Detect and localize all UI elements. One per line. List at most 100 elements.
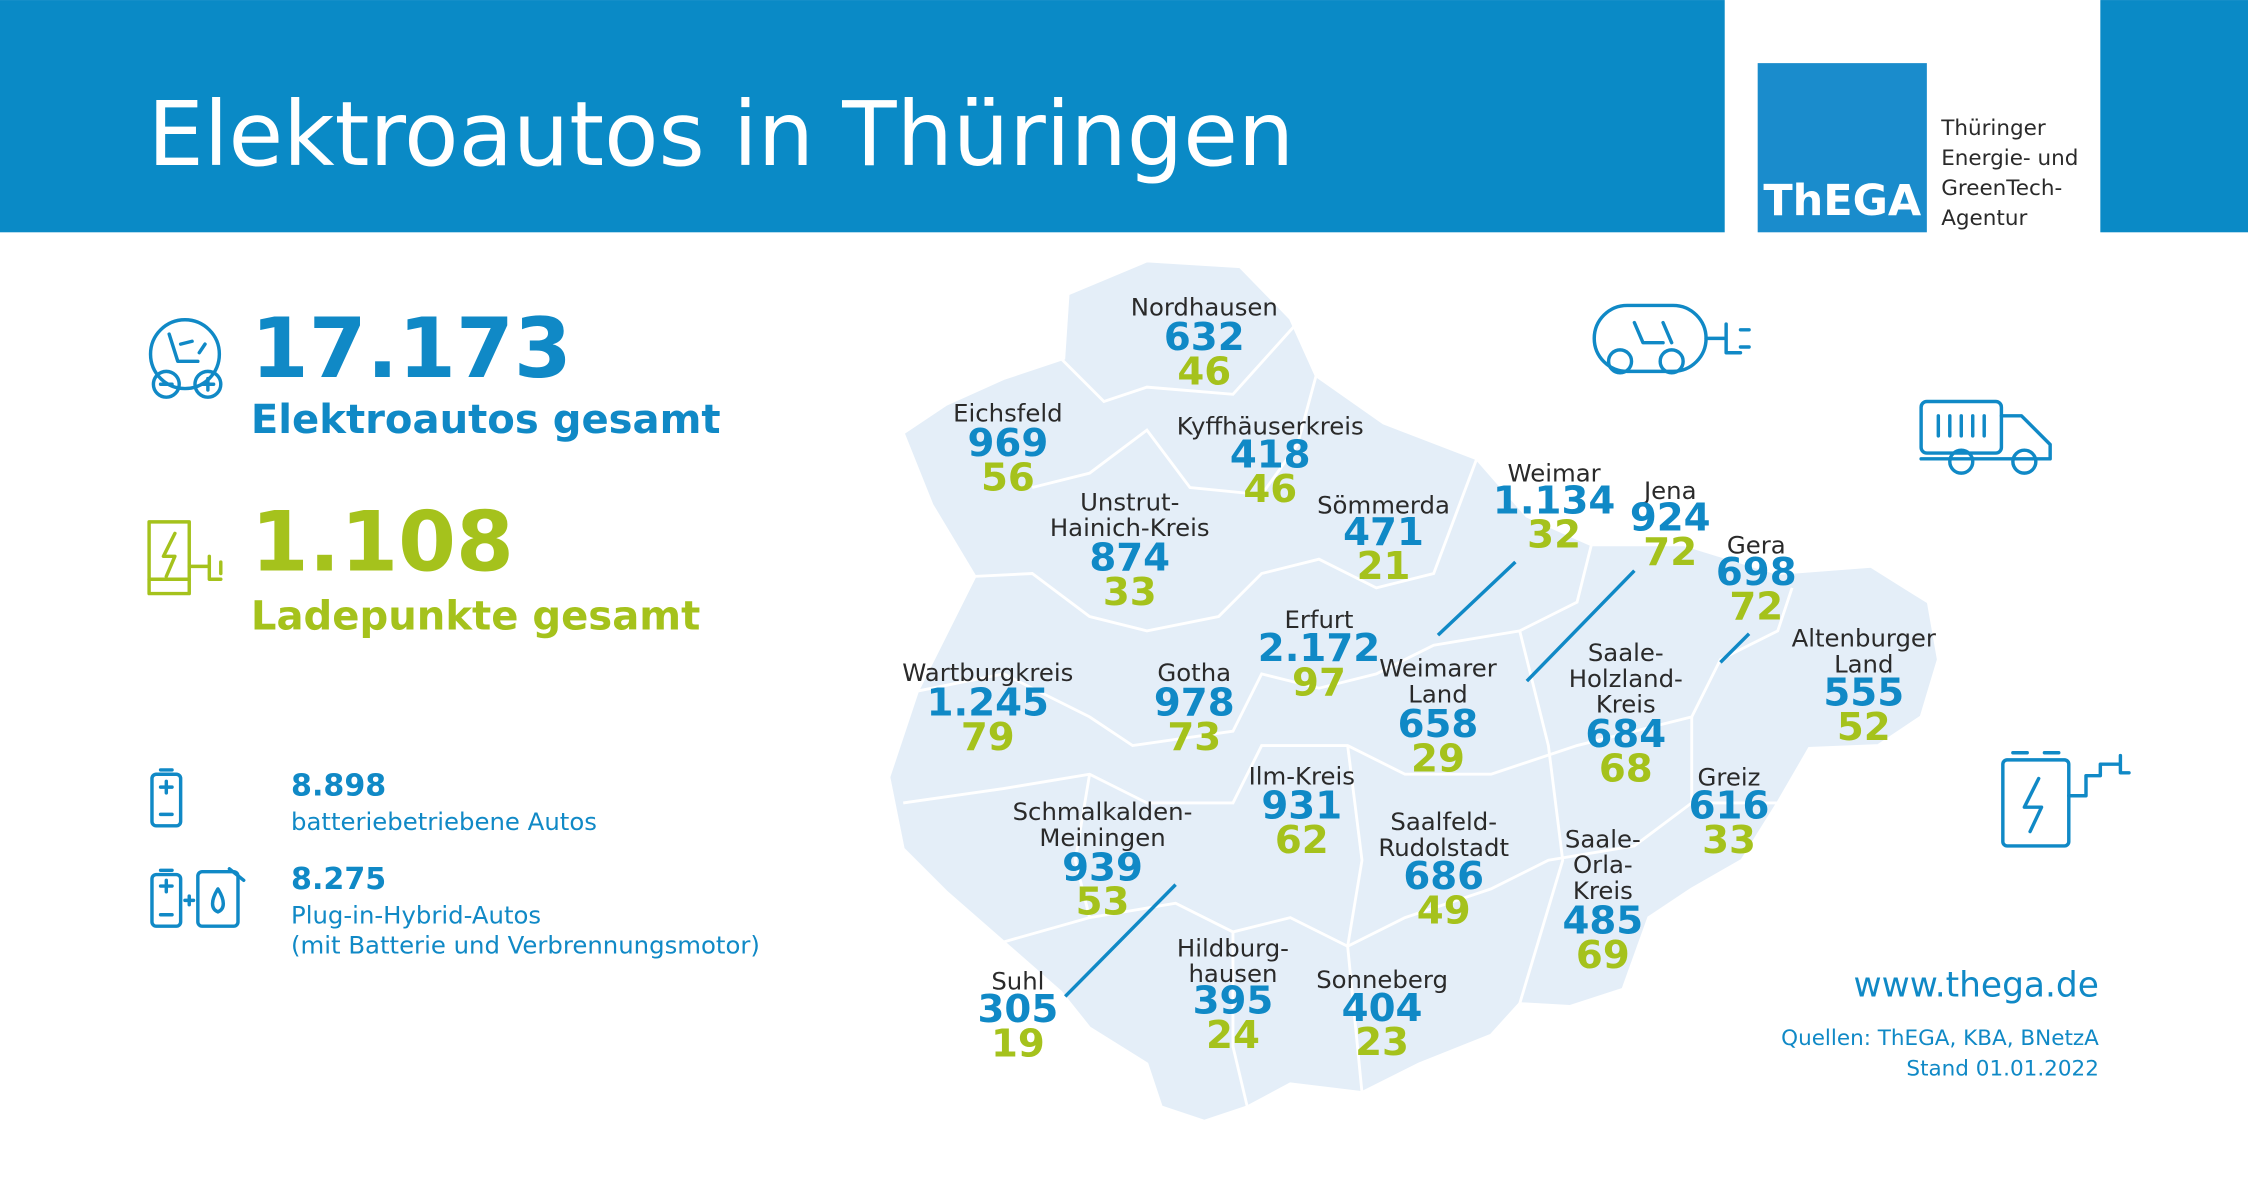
district-name: Altenburger <box>1792 624 1937 653</box>
website: www.thega.de <box>1853 965 2098 1005</box>
district-cars: 616 <box>1689 784 1770 829</box>
district-charging: 72 <box>1729 584 1783 629</box>
district-name: Erfurt <box>1284 605 1353 634</box>
district-charging: 33 <box>1103 570 1157 615</box>
agency-line: Energie- und <box>1941 146 2078 171</box>
ev-icon <box>1592 303 1751 375</box>
district-charging: 46 <box>1243 467 1297 512</box>
district-cars: 686 <box>1403 854 1484 899</box>
leader-line <box>1719 632 1751 664</box>
district-name: Jena <box>1642 476 1697 505</box>
district-charging: 53 <box>1076 880 1130 925</box>
district-name: Kreis <box>1596 690 1656 719</box>
district-name: Saalfeld- <box>1390 807 1497 836</box>
district-name: Suhl <box>991 966 1044 995</box>
battery-icon <box>150 768 183 828</box>
breakdown: 8.898 batteriebetriebene Autos 8.275 Plug-i… <box>291 769 760 960</box>
district-charging: 49 <box>1417 888 1471 933</box>
district-cars: 939 <box>1062 845 1143 890</box>
district-charging: 68 <box>1599 746 1653 791</box>
district-charging: 97 <box>1292 660 1346 705</box>
district-cars: 632 <box>1164 315 1245 360</box>
district-name: Saale- <box>1588 638 1664 667</box>
district-name: Kreis <box>1573 876 1633 905</box>
breakdown-label: (mit Batterie und Verbrennungsmotor) <box>291 930 760 959</box>
district-name: Greiz <box>1698 763 1761 792</box>
district-charging: 79 <box>961 715 1015 760</box>
header-band <box>0 0 1725 233</box>
district-charging: 33 <box>1702 818 1756 863</box>
district-name: Schmalkalden- <box>1013 797 1193 826</box>
district-charging: 46 <box>1177 349 1231 394</box>
district-cars: 404 <box>1342 986 1423 1031</box>
charger-icon <box>147 520 223 596</box>
district-name: Eichsfeld <box>953 399 1062 428</box>
cars-total-label: Elektroautos gesamt <box>251 397 721 443</box>
district-charging: 21 <box>1357 544 1411 589</box>
district-name: Saale- <box>1565 824 1641 853</box>
district-name: Weimarer <box>1379 654 1498 683</box>
district-cars: 555 <box>1823 670 1904 715</box>
district-cars: 1.134 <box>1493 478 1615 523</box>
charging-station-icon <box>2001 751 2131 848</box>
district-cars: 874 <box>1089 536 1170 581</box>
district-charging: 73 <box>1167 715 1221 760</box>
district-name: Land <box>1408 680 1467 709</box>
district-name: Wartburgkreis <box>902 658 1073 687</box>
district-charging: 29 <box>1411 736 1465 781</box>
district-name: Hainich-Kreis <box>1050 513 1210 542</box>
district-name: Land <box>1834 649 1893 678</box>
logo-text: ThEGA <box>1763 176 1922 226</box>
district-cars: 395 <box>1193 979 1274 1024</box>
district-name: Hildburg- <box>1177 933 1289 962</box>
truck-icon <box>1919 399 2052 475</box>
district-cars: 418 <box>1230 432 1311 477</box>
district-charging: 56 <box>981 455 1035 500</box>
charging-total-label: Ladepunkte gesamt <box>251 593 700 639</box>
district-cars: 1.245 <box>927 680 1049 725</box>
district-name: Kyffhäuserkreis <box>1177 411 1364 440</box>
charging-total: 1.108 <box>251 494 514 591</box>
district-name: Meiningen <box>1039 823 1165 852</box>
district-charging: 23 <box>1355 1020 1409 1065</box>
district-cars: 698 <box>1716 550 1797 595</box>
district-name: Sömmerda <box>1317 490 1450 519</box>
district-name: Orla- <box>1573 850 1633 879</box>
district-name: hausen <box>1188 959 1277 988</box>
district-charging: 24 <box>1206 1013 1260 1058</box>
district-cars: 485 <box>1562 898 1643 943</box>
logo-box <box>1757 63 1927 233</box>
district-charging: 52 <box>1837 705 1891 750</box>
agency-line: Agentur <box>1941 206 2027 231</box>
breakdown-label: Plug-in-Hybrid-Autos <box>291 900 541 929</box>
district-labels: Nordhausen63246Eichsfeld96956Kyffhäuserk… <box>902 292 1937 1066</box>
leader-line <box>1525 569 1636 683</box>
district-name: Gera <box>1727 530 1786 559</box>
agency-name: Thüringer Energie- und GreenTech- Agentur <box>1940 116 2078 231</box>
district-name: Rudolstadt <box>1378 833 1509 862</box>
district-charging: 69 <box>1576 933 1630 978</box>
cars-total: 17.173 <box>251 300 572 397</box>
leader-line <box>1063 883 1177 998</box>
header-band-right <box>2100 0 2248 233</box>
district-charging: 19 <box>991 1022 1045 1067</box>
district-borders <box>903 321 1794 1108</box>
district-name: Weimar <box>1508 459 1602 488</box>
district-name: Unstrut- <box>1080 487 1179 516</box>
sources: Quellen: ThEGA, KBA, BNetzA <box>1781 1026 2099 1051</box>
district-cars: 658 <box>1398 702 1479 747</box>
breakdown-value: 8.898 <box>291 769 386 804</box>
district-cars: 2.172 <box>1258 626 1380 671</box>
breakdown-label: batteriebetriebene Autos <box>291 807 597 836</box>
agency-line: GreenTech- <box>1941 176 2062 201</box>
district-cars: 931 <box>1261 784 1342 829</box>
district-cars: 305 <box>978 987 1059 1032</box>
car-icon <box>148 318 223 399</box>
breakdown-value: 8.275 <box>291 862 386 897</box>
district-cars: 471 <box>1343 510 1424 555</box>
district-charging: 32 <box>1527 513 1581 558</box>
district-name: Gotha <box>1157 658 1231 687</box>
district-name: Ilm-Kreis <box>1249 761 1355 790</box>
district-name: Sonneberg <box>1316 965 1448 994</box>
